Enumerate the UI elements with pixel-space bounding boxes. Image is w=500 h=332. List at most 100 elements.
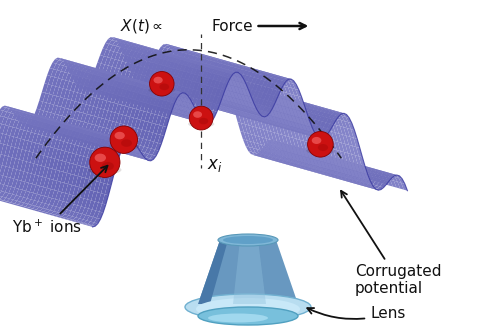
Polygon shape <box>253 108 260 114</box>
Polygon shape <box>160 65 167 73</box>
Polygon shape <box>232 80 237 87</box>
Polygon shape <box>96 160 102 171</box>
Polygon shape <box>242 110 249 112</box>
Polygon shape <box>228 113 234 114</box>
Text: Corrugated
potential: Corrugated potential <box>341 191 442 296</box>
Polygon shape <box>130 145 136 150</box>
Polygon shape <box>300 140 306 150</box>
Polygon shape <box>128 149 134 153</box>
Polygon shape <box>98 132 104 134</box>
Polygon shape <box>206 68 213 75</box>
Polygon shape <box>331 156 337 158</box>
Polygon shape <box>313 136 319 138</box>
Polygon shape <box>38 166 45 177</box>
Polygon shape <box>262 72 269 73</box>
Polygon shape <box>122 151 128 154</box>
Polygon shape <box>195 61 202 62</box>
Polygon shape <box>38 110 44 118</box>
Polygon shape <box>73 135 80 140</box>
Polygon shape <box>144 82 150 84</box>
Polygon shape <box>306 150 312 159</box>
Polygon shape <box>148 86 154 91</box>
Polygon shape <box>46 197 52 205</box>
Polygon shape <box>134 86 140 93</box>
Polygon shape <box>113 87 119 95</box>
Polygon shape <box>82 127 88 129</box>
Polygon shape <box>236 78 242 87</box>
Polygon shape <box>175 62 182 69</box>
Polygon shape <box>277 141 283 151</box>
Polygon shape <box>100 127 106 135</box>
Polygon shape <box>169 89 175 91</box>
Polygon shape <box>18 202 25 206</box>
Polygon shape <box>88 135 95 142</box>
Polygon shape <box>226 104 232 108</box>
Polygon shape <box>334 114 341 120</box>
Polygon shape <box>247 67 254 69</box>
Polygon shape <box>232 67 238 72</box>
Polygon shape <box>91 67 97 68</box>
Polygon shape <box>156 54 162 60</box>
Polygon shape <box>70 62 76 64</box>
Polygon shape <box>86 123 91 131</box>
Polygon shape <box>297 129 304 132</box>
Polygon shape <box>267 155 274 159</box>
Polygon shape <box>88 67 94 69</box>
Polygon shape <box>184 54 190 59</box>
Polygon shape <box>106 76 112 82</box>
Polygon shape <box>317 126 324 131</box>
Polygon shape <box>174 56 180 59</box>
Polygon shape <box>52 133 59 135</box>
Polygon shape <box>250 87 256 89</box>
Polygon shape <box>245 70 251 77</box>
Polygon shape <box>207 65 214 68</box>
Polygon shape <box>87 82 93 87</box>
Polygon shape <box>264 157 271 159</box>
Polygon shape <box>188 96 195 97</box>
Polygon shape <box>103 146 110 148</box>
Polygon shape <box>71 139 78 140</box>
Polygon shape <box>224 109 230 112</box>
Polygon shape <box>371 168 378 170</box>
Polygon shape <box>281 106 287 115</box>
Polygon shape <box>42 167 48 178</box>
Polygon shape <box>170 92 176 97</box>
Polygon shape <box>251 77 258 85</box>
Polygon shape <box>182 52 189 59</box>
Polygon shape <box>242 108 249 115</box>
Polygon shape <box>174 104 180 110</box>
Polygon shape <box>109 112 116 121</box>
Polygon shape <box>228 104 234 110</box>
Polygon shape <box>322 156 328 162</box>
Polygon shape <box>316 157 322 162</box>
Polygon shape <box>217 67 224 68</box>
Polygon shape <box>281 145 287 151</box>
Polygon shape <box>180 70 186 77</box>
Polygon shape <box>48 124 54 130</box>
Polygon shape <box>162 101 169 107</box>
Polygon shape <box>108 129 114 137</box>
Polygon shape <box>272 115 279 125</box>
Polygon shape <box>216 70 222 75</box>
Polygon shape <box>322 107 328 109</box>
Polygon shape <box>216 73 222 80</box>
Polygon shape <box>332 159 338 165</box>
Polygon shape <box>290 101 297 108</box>
Polygon shape <box>268 78 274 83</box>
Polygon shape <box>178 63 185 70</box>
Polygon shape <box>35 117 42 123</box>
Polygon shape <box>289 98 295 100</box>
Polygon shape <box>186 115 192 120</box>
Polygon shape <box>88 87 94 92</box>
Polygon shape <box>200 97 207 101</box>
Polygon shape <box>104 141 110 146</box>
Polygon shape <box>248 87 254 91</box>
Polygon shape <box>214 97 220 103</box>
Polygon shape <box>368 187 374 189</box>
Polygon shape <box>104 95 111 97</box>
Polygon shape <box>179 51 185 58</box>
Polygon shape <box>95 133 102 138</box>
Polygon shape <box>153 84 160 86</box>
Polygon shape <box>174 90 180 94</box>
Polygon shape <box>322 117 328 123</box>
